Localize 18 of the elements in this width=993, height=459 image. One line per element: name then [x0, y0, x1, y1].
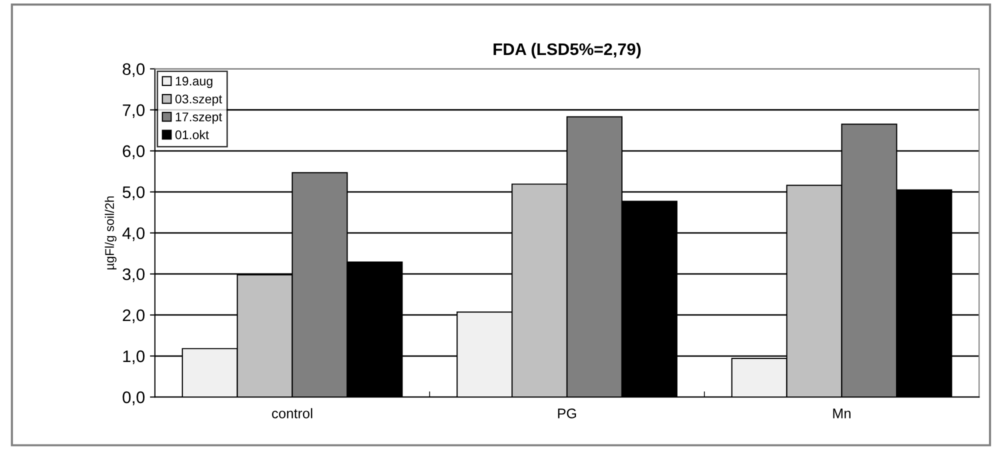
legend-label: 19.aug [176, 76, 212, 88]
y-tick-label: 5,0 [122, 186, 145, 200]
legend-label: 01.okt [175, 130, 209, 140]
x-tick-label: PG [558, 408, 576, 418]
y-tick-label: 6,0 [122, 145, 145, 160]
legend-label: 03.szept [175, 94, 222, 106]
y-tick-label: 2,0 [122, 309, 145, 324]
y-tick-label: 0,0 [122, 391, 145, 406]
legend-label: 17.szept [176, 112, 222, 124]
y-axis-title: µgFl/g soil/2h [104, 196, 116, 270]
y-tick-label: 3,0 [122, 268, 145, 282]
y-tick-label: 4,0 [122, 227, 145, 242]
x-tick-label: Mn [833, 408, 850, 418]
y-tick-label: 7,0 [122, 104, 145, 118]
chart-title: FDA (LSD5%=2,79) [494, 42, 641, 58]
y-tick-label: 8,0 [122, 63, 145, 78]
x-tick-label: control [272, 408, 312, 418]
y-tick-label: 1,0 [123, 350, 145, 364]
